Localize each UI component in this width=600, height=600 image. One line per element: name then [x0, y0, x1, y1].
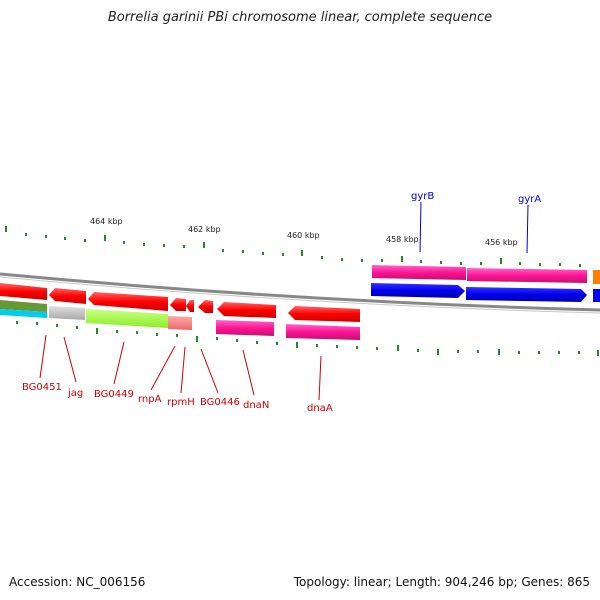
- backbone-outer: [0, 272, 600, 312]
- gene-BG0449-lime[interactable]: [86, 309, 168, 328]
- lower-scale-ticks: [16, 321, 599, 356]
- label-gyrA[interactable]: gyrA: [518, 194, 541, 205]
- upper-scale-ticks: [5, 226, 581, 267]
- scale-label-464: 464 kbp: [90, 217, 123, 226]
- backbone-inner: [0, 276, 600, 314]
- leader-dnaN: [242, 349, 255, 396]
- gene-dnaA-red[interactable]: [288, 306, 360, 322]
- gene-jag-gray[interactable]: [49, 306, 85, 320]
- scale-label-458: 458 kbp: [386, 235, 419, 244]
- scale-label-460: 460 kbp: [287, 231, 320, 240]
- leader-BG0449: [113, 341, 125, 385]
- label-gyrB[interactable]: gyrB: [411, 191, 434, 202]
- leader-rnpA: [150, 345, 176, 391]
- accession-text: Accession: NC_006156: [9, 575, 146, 589]
- leader-rpmH: [180, 346, 186, 394]
- label-BG0451[interactable]: BG0451: [22, 382, 62, 393]
- gene-rpmH-red[interactable]: [186, 300, 194, 312]
- gene-blue-edge[interactable]: [593, 289, 600, 302]
- gene-gyrB-blue[interactable]: [371, 283, 465, 298]
- gene-BG0449-red[interactable]: [88, 292, 168, 311]
- gene-olive-track[interactable]: [0, 300, 47, 312]
- gene-cyan-track[interactable]: [0, 309, 47, 318]
- gene-rnpA-red[interactable]: [170, 298, 186, 311]
- gene-gyrA-blue[interactable]: [466, 287, 587, 302]
- topology-summary: Topology: linear; Length: 904,246 bp; Ge…: [293, 575, 590, 589]
- gene-orange-edge[interactable]: [593, 270, 600, 284]
- label-dnaA[interactable]: dnaA: [307, 403, 333, 414]
- gene-rnpA-salmon[interactable]: [168, 316, 192, 330]
- map-title: Borrelia garinii PBi chromosome linear, …: [107, 10, 493, 25]
- label-BG0446[interactable]: BG0446: [200, 397, 240, 408]
- leader-BG0451: [39, 334, 47, 379]
- label-dnaN[interactable]: dnaN: [243, 400, 269, 411]
- label-rpmH[interactable]: rpmH: [167, 397, 195, 408]
- gene-BG0451-red[interactable]: [0, 283, 47, 300]
- leader-gyrA: [526, 204, 529, 254]
- scale-label-462: 462 kbp: [188, 225, 221, 234]
- scale-label-456: 456 kbp: [485, 238, 518, 247]
- leader-gyrB: [419, 201, 422, 253]
- gene-gyrB-pink-track[interactable]: [372, 265, 466, 280]
- gene-BG0446-red[interactable]: [198, 300, 213, 313]
- label-BG0449[interactable]: BG0449: [94, 389, 134, 400]
- gene-jag-red[interactable]: [49, 288, 86, 304]
- leader-dnaA: [318, 355, 322, 401]
- gene-dnaN-pink[interactable]: [216, 320, 274, 336]
- label-jag[interactable]: jag: [67, 388, 83, 399]
- gene-dnaN-red[interactable]: [217, 302, 276, 318]
- label-rnpA[interactable]: rnpA: [138, 394, 162, 405]
- leader-BG0446: [200, 348, 219, 394]
- leader-jag: [63, 336, 77, 383]
- gene-dnaA-pink[interactable]: [286, 324, 360, 340]
- gene-gyrA-pink-track[interactable]: [467, 268, 587, 283]
